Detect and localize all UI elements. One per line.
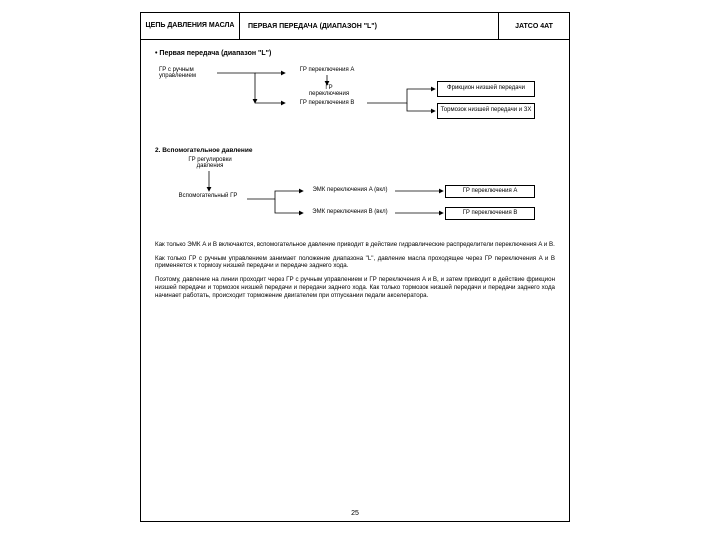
diagram-1: ГР с ручным управлением ГР переключения …: [155, 63, 557, 143]
header-col3: JATCO 4AT: [499, 13, 569, 39]
box-shift-b: ГР переключения B: [445, 207, 535, 220]
header-row: ЦЕПЬ ДАВЛЕНИЯ МАСЛА ПЕРВАЯ ПЕРЕДАЧА (ДИА…: [141, 13, 569, 40]
label-emk-b: ЭМК переключения B (вкл): [305, 209, 395, 216]
diagram-2: ГР регулировки давления Вспомогательный …: [155, 155, 557, 235]
header-col2: ПЕРВАЯ ПЕРЕДАЧА (ДИАПАЗОН "L"): [240, 13, 499, 39]
section2-title: 2. Вспомогательное давление: [155, 147, 555, 155]
label-shift-b: ГР переключения B: [287, 100, 367, 107]
label-shift-a: ГР переключения A: [287, 67, 367, 74]
label-pressure-reg: ГР регулировки давления: [175, 157, 245, 170]
header-col1: ЦЕПЬ ДАВЛЕНИЯ МАСЛА: [141, 13, 240, 39]
label-emk-a: ЭМК переключения A (вкл): [305, 187, 395, 194]
paragraph-2: Как только ГР с ручным управлением заним…: [155, 255, 555, 271]
box-low-brake: Тормозок низшей передачи и ЗХ: [437, 103, 535, 119]
label-manual-valve: ГР с ручным управлением: [159, 67, 219, 80]
box-low-clutch: Фрикцион низшей передачи: [437, 81, 535, 97]
paragraph-1: Как только ЭМК A и B включаются, вспомог…: [155, 241, 555, 249]
paragraph-3: Поэтому, давление на линии проходит чере…: [155, 276, 555, 299]
label-pilot-valve: Вспомогательный ГР: [169, 193, 247, 200]
label-shift-valve: ГР переключения: [305, 85, 353, 98]
page-number: 25: [141, 510, 569, 517]
box-shift-a: ГР переключения A: [445, 185, 535, 198]
section1-title: Первая передача (диапазон "L"): [155, 50, 555, 59]
